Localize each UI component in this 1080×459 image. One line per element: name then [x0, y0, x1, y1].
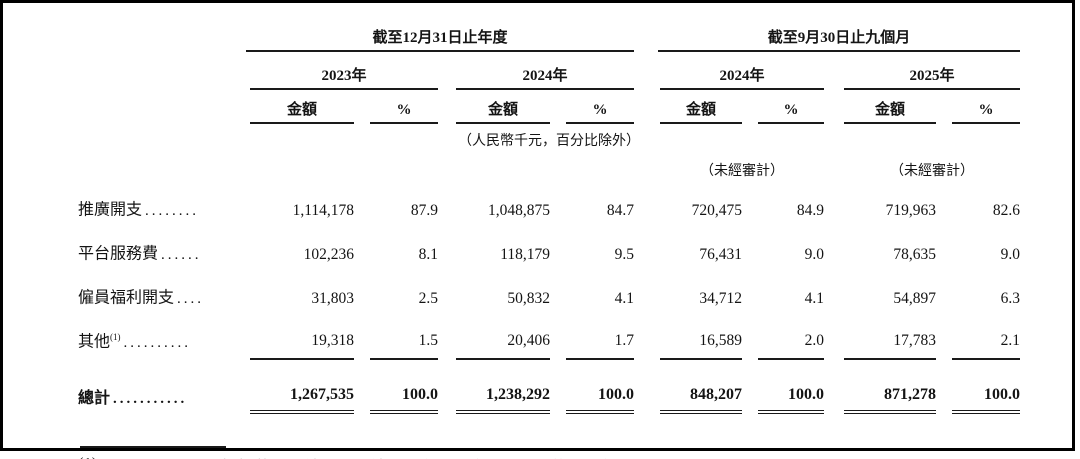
amount-cell: 118,179: [500, 246, 550, 264]
percent-cell: 2.0: [758, 332, 825, 360]
year-header-2025: 2025年: [844, 68, 1021, 90]
table-area: 截至12月31日止年度 截至9月30日止九個月 2023年 2024年 2024…: [78, 22, 1038, 459]
dot-leader: ..........: [123, 334, 192, 351]
percent-cell: 82.6: [992, 202, 1021, 220]
amount-header: 金額: [844, 102, 937, 124]
percent-cell: 84.9: [796, 202, 825, 220]
percent-cell: 87.9: [410, 202, 438, 220]
row-platform-service-fees: 平台服務費...... 102,236 8.1 118,179 9.5 76,4…: [78, 228, 1020, 272]
unaudited-label: （未經審計）: [890, 163, 975, 179]
percent-cell: 9.5: [614, 246, 635, 264]
unit-note: （人民幣千元，百分比除外）: [458, 133, 641, 149]
percent-cell: 9.0: [1000, 246, 1021, 264]
amount-cell: 76,431: [699, 246, 743, 264]
percent-cell: 6.3: [1000, 290, 1021, 308]
percent-cell: 1.5: [370, 332, 438, 360]
percent-cell: 100.0: [758, 386, 825, 414]
footnote-ref: (1): [110, 332, 121, 343]
year-header-row: 2023年 2024年 2024年 2025年: [78, 52, 1021, 90]
amount-cell: 848,207: [660, 386, 743, 414]
unit-note-row: （人民幣千元，百分比除外）: [78, 124, 1020, 154]
amount-cell: 1,238,292: [456, 386, 550, 414]
year-header-2024-annual: 2024年: [456, 68, 635, 90]
row-others: 其他(1).......... 19,318 1.5 20,406 1.7 16…: [78, 316, 1021, 360]
footnote-text: 其他主要指折舊與攤銷以及與銷售及市場推廣活動相關的其他雜項費用。: [155, 454, 978, 459]
unaudited-label: （未經審計）: [700, 163, 785, 179]
amount-cell: 871,278: [844, 386, 937, 414]
year-header-2024-nine-months: 2024年: [660, 68, 825, 90]
amount-header: 金額: [456, 102, 550, 124]
dot-leader: ........: [145, 202, 200, 219]
percent-header: %: [758, 102, 825, 124]
percent-header: %: [370, 102, 438, 124]
amount-cell: 54,897: [893, 290, 937, 308]
amount-cell: 102,236: [303, 246, 354, 264]
operating-expenses-table: 截至12月31日止年度 截至9月30日止九個月 2023年 2024年 2024…: [78, 22, 1021, 414]
dot-leader: ....: [177, 290, 205, 307]
footnote: (1) 其他主要指折舊與攤銷以及與銷售及市場推廣活動相關的其他雜項費用。: [78, 446, 978, 459]
amount-cell: 34,712: [699, 290, 743, 308]
footnote-marker: (1): [78, 454, 155, 459]
amount-cell: 17,783: [844, 332, 937, 360]
row-label: 僱員福利開支: [78, 289, 175, 307]
year-header-2023: 2023年: [250, 68, 438, 90]
amount-header: 金額: [660, 102, 743, 124]
dot-leader: ......: [161, 246, 202, 263]
percent-cell: 8.1: [418, 246, 438, 264]
dot-leader: ...........: [113, 390, 188, 407]
period-header-annual: 截至12月31日止年度: [246, 30, 635, 52]
amount-cell: 719,963: [885, 202, 937, 220]
amount-cell: 720,475: [691, 202, 743, 220]
row-promotion-expenses: 推廣開支........ 1,114,178 87.9 1,048,875 84…: [78, 184, 1020, 228]
percent-cell: 100.0: [566, 386, 635, 414]
amount-cell: 1,048,875: [488, 202, 550, 220]
amount-cell: 1,267,535: [250, 386, 354, 414]
percent-cell: 1.7: [566, 332, 635, 360]
row-label: 推廣開支: [78, 201, 143, 219]
row-employee-benefits: 僱員福利開支.... 31,803 2.5 50,832 4.1 34,712 …: [78, 272, 1020, 316]
row-label: 平台服務費: [78, 245, 159, 263]
period-header-nine-months: 截至9月30日止九個月: [658, 30, 1021, 52]
row-label: 總計: [78, 389, 111, 407]
amount-cell: 31,803: [311, 290, 354, 308]
amount-header: 金額: [250, 102, 354, 124]
percent-cell: 4.1: [804, 290, 825, 308]
row-label: 其他: [78, 333, 111, 351]
unaudited-row: （未經審計） （未經審計）: [78, 154, 1020, 184]
amount-cell: 78,635: [893, 246, 937, 264]
percent-cell: 9.0: [804, 246, 825, 264]
percent-header: %: [566, 102, 635, 124]
amount-cell: 1,114,178: [292, 202, 354, 220]
percent-cell: 4.1: [614, 290, 635, 308]
amount-cell: 50,832: [507, 290, 550, 308]
period-header-row: 截至12月31日止年度 截至9月30日止九個月: [78, 22, 1021, 52]
amount-cell: 19,318: [250, 332, 354, 360]
footnote-divider: [80, 446, 226, 448]
amount-cell: 16,589: [660, 332, 743, 360]
percent-header: %: [952, 102, 1021, 124]
percent-cell: 100.0: [370, 386, 438, 414]
percent-cell: 84.7: [606, 202, 635, 220]
percent-cell: 2.5: [418, 290, 438, 308]
percent-cell: 2.1: [952, 332, 1021, 360]
amount-cell: 20,406: [456, 332, 550, 360]
row-total: 總計........... 1,267,535 100.0 1,238,292 …: [78, 360, 1021, 414]
column-header-row: 金額 % 金額 % 金額 % 金額 %: [78, 90, 1021, 124]
percent-cell: 100.0: [952, 386, 1021, 414]
